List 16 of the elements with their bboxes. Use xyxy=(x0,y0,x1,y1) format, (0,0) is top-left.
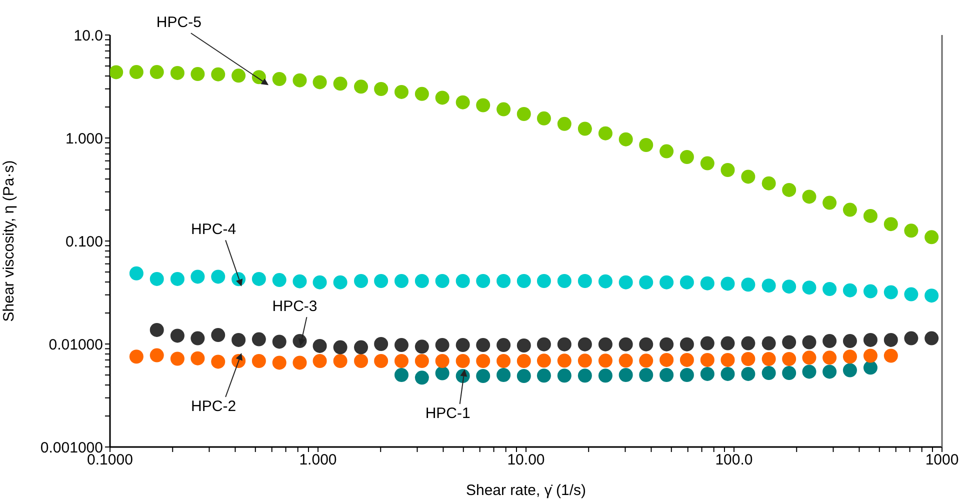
y-tick-label: 10.0 xyxy=(74,27,103,44)
annotation: HPC-2 xyxy=(191,398,236,415)
annotation: HPC-3 xyxy=(272,298,318,316)
y-tick-label: 0.100 xyxy=(65,233,103,250)
x-tick-label: 0.1000 xyxy=(87,452,133,469)
annotation: HPC-4 xyxy=(191,221,236,238)
x-axis-title: Shear rate, γ̇ (1/s) xyxy=(466,482,586,499)
y-tick-label: 1.000 xyxy=(65,130,103,148)
y-axis-title: Shear viscosity, η (Pa·s) xyxy=(0,160,18,322)
x-tick-label: 10.00 xyxy=(507,452,545,469)
y-tick-label: 0.01000 xyxy=(48,336,103,354)
annotation: HPC-5 xyxy=(156,14,202,32)
x-tick-label: 1000 xyxy=(925,452,959,469)
annotation: HPC-1 xyxy=(425,405,470,422)
x-tick-label: 100.0 xyxy=(715,452,753,469)
x-tick-label: 1.000 xyxy=(299,452,337,469)
